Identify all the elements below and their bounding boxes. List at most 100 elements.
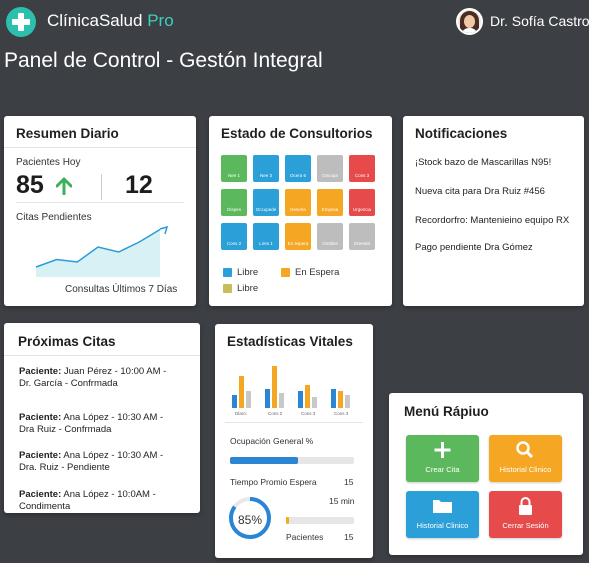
stats-bar xyxy=(279,393,284,408)
stats-bar xyxy=(272,366,277,408)
create-appointment-button[interactable]: Crear Cita xyxy=(406,435,479,482)
quick-menu-card: Menú Rápiuo Crear Cita Historial Clinico… xyxy=(389,393,583,555)
stats-bar xyxy=(345,395,350,408)
room-tile[interactable]: Nee 3 xyxy=(253,155,279,182)
bar-label: Cons 3 xyxy=(301,411,316,416)
patients-today-label: Pacientes Hoy xyxy=(16,157,81,168)
room-tile[interactable]: Oispen xyxy=(221,189,247,216)
card-title: Menú Rápiuo xyxy=(404,404,489,419)
notification-item[interactable]: Nueva cita para Dra Ruiz #456 xyxy=(415,186,545,197)
sparkline-arrow-icon xyxy=(159,225,169,235)
stats-bar xyxy=(265,389,270,408)
upcoming-appointments-card: Próximas Citas Paciente: Juan Pérez - 10… xyxy=(4,323,200,513)
room-tile[interactable]: Ombles xyxy=(317,223,343,250)
room-tile[interactable]: Lires 1 xyxy=(253,223,279,250)
app-name: ClínicaSalud xyxy=(47,11,143,30)
legend-label: Libre xyxy=(237,267,259,278)
occupancy-label: Ocupación General % xyxy=(230,436,314,446)
notification-item[interactable]: ¡Stock bazo de Mascarillas N95! xyxy=(415,157,552,168)
stats-bar xyxy=(246,391,251,408)
card-title: Resumen Diario xyxy=(16,126,119,141)
bar-label: Dlarci xyxy=(235,411,247,416)
pending-appointments-label: Citas Pendientes xyxy=(16,212,92,223)
notification-item[interactable]: Recordorfro: Mantenieino equipo RX xyxy=(415,215,570,226)
appointment-item[interactable]: Paciente: Juan Pérez - 10:00 AM - Dr. Gar… xyxy=(19,366,167,390)
search-icon xyxy=(516,441,534,459)
gauge-value: 85% xyxy=(237,513,263,527)
wait-time-value: 15 xyxy=(344,477,354,487)
top-bar: ClínicaSalud Pro Dr. Sofía Castro xyxy=(0,0,589,44)
occupancy-bar xyxy=(230,457,354,464)
room-tile[interactable]: Nee 1 xyxy=(221,155,247,182)
card-title: Notificaciones xyxy=(415,126,508,141)
patients-secondary-value: 12 xyxy=(125,171,153,199)
room-tile[interactable]: Oncopa xyxy=(317,155,343,182)
card-title: Estado de Consultorios xyxy=(221,126,373,141)
button-label: Historial Clinico xyxy=(499,465,552,474)
stats-bar xyxy=(338,391,343,408)
user-avatar[interactable] xyxy=(456,8,483,35)
folder-icon xyxy=(433,500,452,513)
stats-bar xyxy=(298,391,303,408)
room-tile[interactable]: Cons 3 xyxy=(349,155,375,182)
room-tile[interactable]: Occupede xyxy=(253,189,279,216)
room-tile[interactable]: Empesa xyxy=(317,189,343,216)
room-tile[interactable]: En espera xyxy=(285,223,311,250)
wait-time-minutes: 15 min xyxy=(329,496,355,506)
room-tile[interactable]: Urgencia xyxy=(349,189,375,216)
occupancy-gauge xyxy=(229,497,271,539)
patients-label: Pacientes xyxy=(286,532,324,542)
button-label: Cerrar Sesión xyxy=(502,521,549,530)
stats-bar xyxy=(239,376,244,408)
occupancy-fill xyxy=(230,457,299,464)
patients-bar xyxy=(286,517,354,524)
wait-time-label: Tiempo Promio Espera xyxy=(230,477,317,487)
sparkline-area xyxy=(36,229,160,277)
vital-stats-card: Estadísticas Vitales Dlarci Cons 2 Cons 3 C… xyxy=(215,324,373,558)
stats-bar xyxy=(305,385,310,408)
chart-caption: Consultas Últimos 7 Días xyxy=(65,284,178,295)
stats-bar xyxy=(232,395,237,408)
room-tile[interactable]: Deserla xyxy=(285,189,311,216)
notification-item[interactable]: Pago pendiente Dra Gómez xyxy=(415,242,533,253)
button-label: Crear Cita xyxy=(425,465,460,474)
legend-label: Libre xyxy=(237,283,259,294)
clinical-history-folder-button[interactable]: Historial Clinico xyxy=(406,491,479,538)
bar-label: Cons 2 xyxy=(268,411,283,416)
bar-label: Cons 3 xyxy=(334,411,349,416)
room-tile[interactable]: Dreesta xyxy=(349,223,375,250)
daily-summary-card: Resumen Diario Pacientes Hoy 85 12 Citas… xyxy=(4,116,196,306)
divider xyxy=(4,355,200,356)
app-brand[interactable]: ClínicaSalud Pro xyxy=(47,11,174,31)
patients-fill xyxy=(286,517,290,524)
legend-swatch xyxy=(281,268,290,277)
patients-value: 15 xyxy=(344,532,354,542)
card-title: Próximas Citas xyxy=(18,334,116,349)
stats-bar xyxy=(312,397,317,408)
room-tile[interactable]: Ocera 6 xyxy=(285,155,311,182)
sparkline-line xyxy=(35,228,161,268)
plus-icon xyxy=(434,442,451,458)
trend-up-icon xyxy=(56,177,72,195)
divider xyxy=(16,202,184,203)
button-label: Historial Clinico xyxy=(416,521,469,530)
consultations-sparkline xyxy=(35,225,169,277)
medical-cross-icon xyxy=(6,7,36,37)
appointment-item[interactable]: Paciente: Ana López - 10:0AM - Condimenta xyxy=(19,489,156,513)
card-title: Estadísticas Vitales xyxy=(227,334,353,349)
appointment-item[interactable]: Paciente: Ana López - 10:30 AM - Dra Ruiz… xyxy=(19,412,164,436)
user-name[interactable]: Dr. Sofía Castro xyxy=(490,13,589,29)
page-title: Panel de Control - Gestón Integral xyxy=(4,49,323,72)
legend-label: En Espera xyxy=(295,267,340,278)
divider xyxy=(225,422,363,423)
stats-bar xyxy=(331,389,336,408)
legend-swatch xyxy=(223,268,232,277)
divider xyxy=(101,174,102,200)
appointment-item[interactable]: Paciente: Ana López - 10:30 AM - Dra. Rui… xyxy=(19,450,164,474)
rooms-status-card: Estado de Consultorios Nee 1 Nee 3 Ocera 6… xyxy=(209,116,392,306)
clinical-history-search-button[interactable]: Historial Clinico xyxy=(489,435,562,482)
logout-button[interactable]: Cerrar Sesión xyxy=(489,491,562,538)
lock-icon xyxy=(519,497,532,515)
app-edition: Pro xyxy=(147,11,174,30)
room-tile[interactable]: Cons 2 xyxy=(221,223,247,250)
